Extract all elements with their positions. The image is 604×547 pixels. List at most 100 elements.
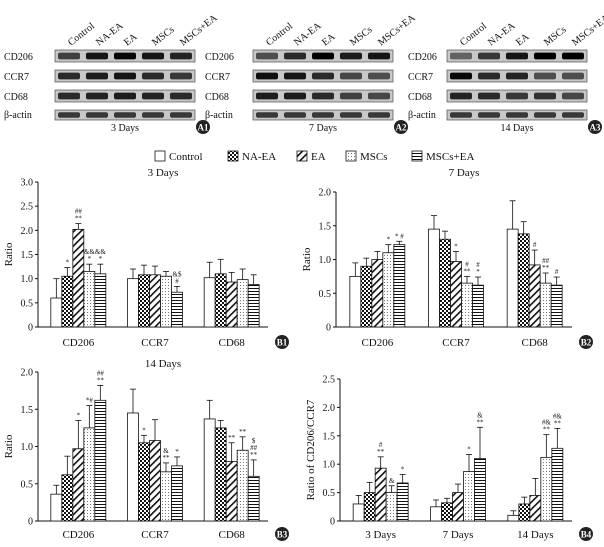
blot-band bbox=[86, 52, 108, 60]
y-axis-label: Ratio bbox=[301, 247, 313, 271]
legend-item: EA bbox=[296, 150, 326, 163]
bar bbox=[463, 471, 475, 522]
blot-band bbox=[142, 72, 164, 80]
significance-mark: * bbox=[467, 446, 471, 454]
blot-band bbox=[142, 92, 164, 100]
y-tick-label: 3.0 bbox=[21, 178, 34, 189]
blot-caption: 14 Days bbox=[500, 123, 533, 134]
significance-mark: & bbox=[163, 447, 169, 455]
blot-band bbox=[86, 112, 108, 118]
blot-row-label: CCR7 bbox=[4, 72, 29, 83]
significance-mark: && bbox=[84, 248, 95, 256]
legend-label: EA bbox=[311, 151, 326, 163]
y-tick-label: 1.0 bbox=[319, 255, 332, 266]
y-tick-label: 0.5 bbox=[21, 479, 34, 490]
chart-b1: 0 0.5 1.0 1.5 2.0 2.5 3.0 Ratio 3 Days CD206 CCR7 C… bbox=[3, 167, 289, 349]
legend-item: MSCs bbox=[345, 150, 388, 163]
significance-mark: ** bbox=[477, 418, 485, 426]
x-category-label: CD206 bbox=[62, 529, 94, 541]
bar bbox=[160, 275, 172, 328]
blot-band bbox=[368, 112, 390, 118]
significance-mark: * bbox=[454, 242, 458, 250]
significance-mark: ** bbox=[239, 428, 247, 436]
blot-lane-label: MSCs+EA bbox=[570, 12, 604, 48]
bar bbox=[452, 492, 464, 522]
bar bbox=[507, 514, 520, 522]
legend-label: NA-EA bbox=[242, 151, 276, 163]
blot-band bbox=[450, 72, 472, 80]
blot-lane-label: Control bbox=[458, 21, 489, 49]
bar bbox=[517, 233, 530, 328]
y-tick-label: 0.5 bbox=[323, 488, 336, 499]
x-category-label: CD68 bbox=[219, 529, 246, 541]
blot-band bbox=[340, 92, 362, 100]
bar bbox=[385, 492, 398, 522]
y-tick-label: 1.5 bbox=[319, 221, 332, 232]
panel-badge-label: B4 bbox=[581, 530, 592, 540]
blot-band bbox=[256, 112, 278, 118]
significance-mark: # bbox=[476, 261, 480, 269]
bar bbox=[518, 503, 531, 522]
significance-mark: ## bbox=[542, 257, 550, 265]
x-category-label: 3 Days bbox=[365, 529, 396, 541]
blot-band bbox=[506, 72, 528, 80]
significance-mark: # bbox=[379, 441, 383, 449]
bar bbox=[61, 474, 74, 522]
bar bbox=[225, 281, 238, 328]
blot-band bbox=[284, 112, 306, 118]
blot-band bbox=[284, 92, 306, 100]
blot-band bbox=[450, 92, 472, 100]
legend-swatch bbox=[296, 150, 308, 162]
legend-swatch bbox=[345, 150, 357, 162]
blot-row-label: CD206 bbox=[408, 52, 437, 63]
blot-band bbox=[142, 52, 164, 60]
blot-row-label: CD68 bbox=[408, 92, 432, 103]
significance-mark: ## bbox=[250, 444, 258, 452]
bar bbox=[540, 456, 553, 522]
significance-mark: ** bbox=[377, 448, 385, 456]
blot-band bbox=[506, 112, 528, 118]
blot-band bbox=[340, 112, 362, 118]
y-axis-label: Ratio bbox=[3, 434, 15, 458]
blot-band bbox=[506, 92, 528, 100]
blot-caption: 3 Days bbox=[111, 123, 139, 134]
panel-badge-label: A3 bbox=[590, 123, 601, 133]
bar bbox=[171, 465, 183, 522]
panel-badge-label: A1 bbox=[198, 123, 209, 133]
bar bbox=[236, 449, 249, 522]
blot-band bbox=[562, 112, 584, 118]
bar bbox=[528, 264, 541, 328]
bar bbox=[50, 493, 63, 522]
bar bbox=[247, 475, 260, 522]
blot-lane-label: MSCs bbox=[542, 24, 569, 48]
blot-band bbox=[284, 72, 306, 80]
blot-lane-label: EA bbox=[320, 31, 338, 48]
significance-mark: ## bbox=[97, 369, 105, 377]
legend-item: Control bbox=[154, 150, 203, 163]
blot-band bbox=[86, 72, 108, 80]
chart-title: 14 Days bbox=[145, 358, 181, 370]
bar bbox=[539, 282, 552, 328]
blot-band bbox=[534, 72, 556, 80]
bar bbox=[72, 228, 85, 328]
significance-mark: *# bbox=[86, 397, 94, 405]
blot-band bbox=[534, 92, 556, 100]
bar bbox=[127, 412, 139, 522]
panel-badge-label: A2 bbox=[396, 123, 407, 133]
bar bbox=[371, 259, 384, 328]
blot-band bbox=[368, 72, 390, 80]
bar bbox=[61, 275, 74, 328]
chart-b4: 0 0.5 1.0 1.5 2.0 2.5 Ratio of CD206/CCR7 3 Day… bbox=[305, 375, 593, 541]
blot-band bbox=[114, 72, 136, 80]
bar bbox=[214, 427, 227, 522]
blot-band bbox=[170, 112, 192, 118]
significance-mark: * bbox=[88, 255, 92, 263]
blot-band bbox=[58, 52, 80, 60]
blot-row-label: CCR7 bbox=[205, 72, 230, 83]
panel-badge bbox=[579, 335, 593, 349]
panel-badge bbox=[394, 120, 408, 134]
